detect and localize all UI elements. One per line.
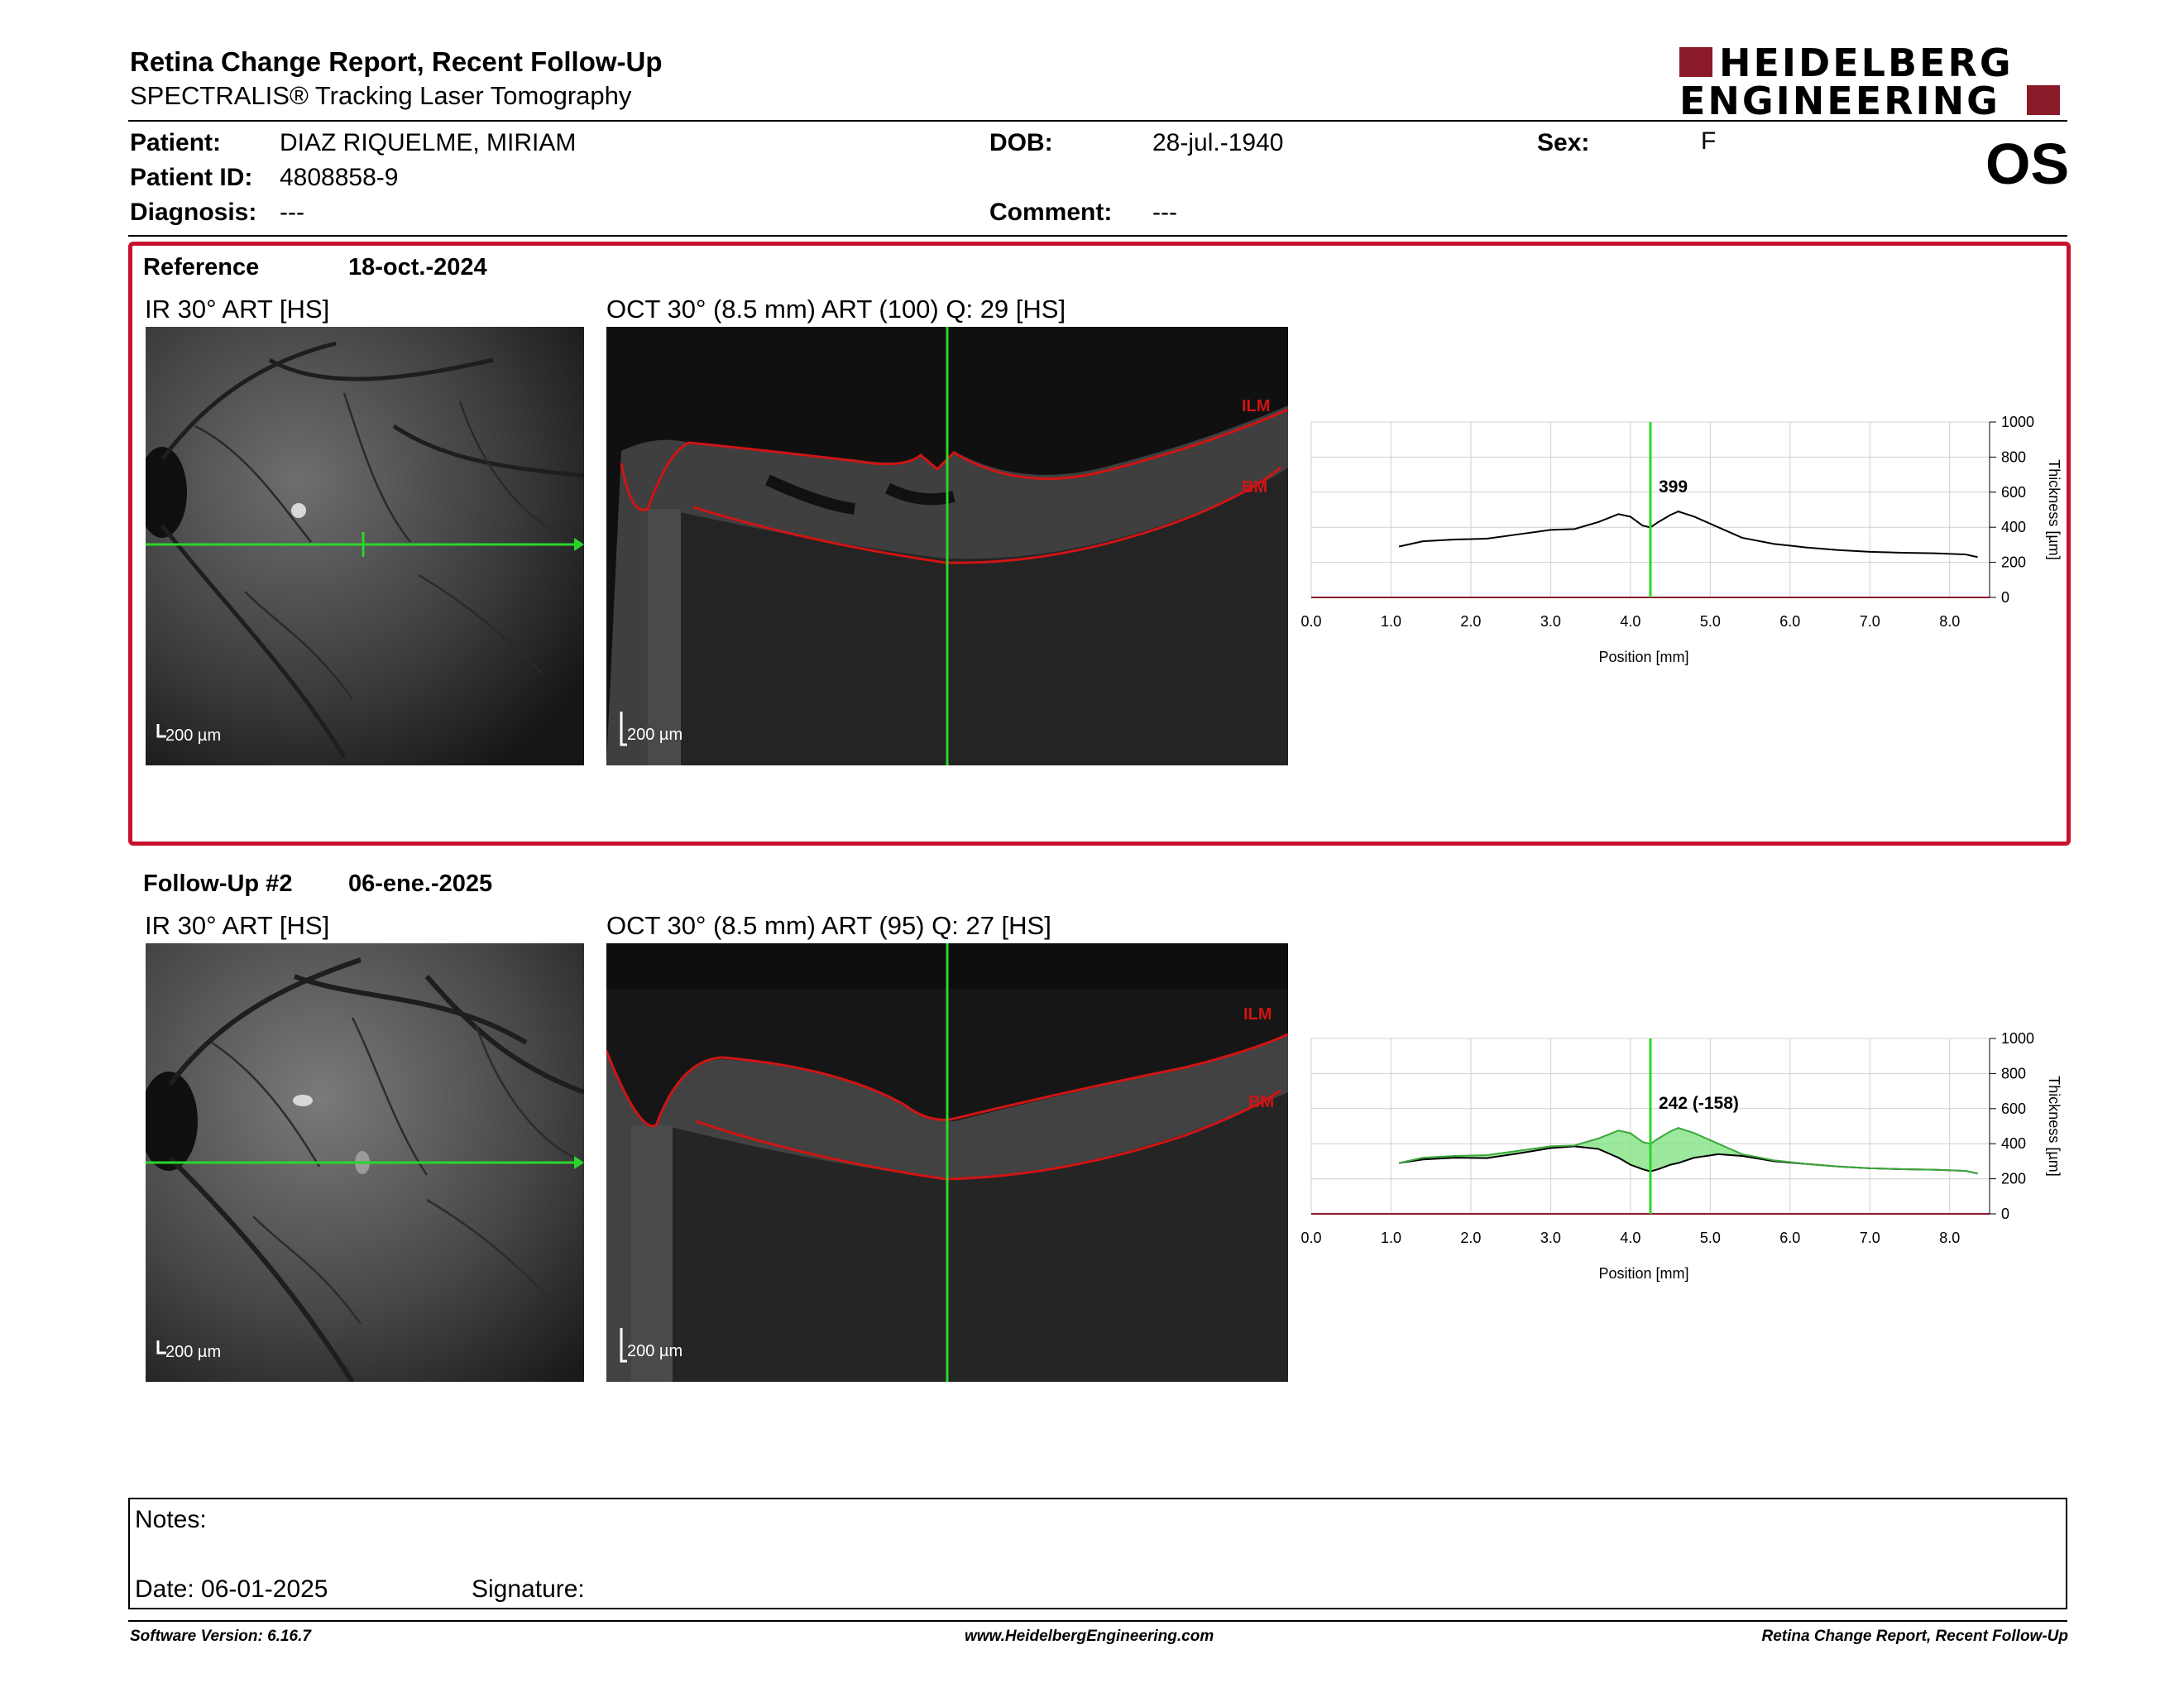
- y-tick-label: 800: [2001, 448, 2026, 465]
- x-tick-label: 0.0: [1300, 1230, 1321, 1246]
- followup-ilm-label: ILM: [1243, 1005, 1272, 1024]
- footer-divider: [128, 1620, 2067, 1622]
- x-tick-label: 5.0: [1700, 1230, 1721, 1246]
- y-tick-label: 200: [2001, 554, 2026, 571]
- header-divider: [128, 120, 2067, 122]
- sex-value: F: [1701, 127, 1717, 155]
- reference-oct-scale: 200 µm: [627, 726, 683, 744]
- followup-thickness-chart: 0.0 1.0 2.0 3.0 4.0 5.0 6.0 7.0 8.0 0 200 400 600 800…: [1300, 1030, 2062, 1282]
- cursor-value-label: 399: [1659, 477, 1688, 496]
- y-tick-label: 0: [2001, 1206, 2009, 1222]
- dob-label: DOB:: [989, 129, 1053, 156]
- x-tick-label: 6.0: [1779, 1230, 1800, 1246]
- y-tick-label: 200: [2001, 1171, 2026, 1187]
- patient-divider: [128, 235, 2067, 237]
- thickness-series-line: [1398, 511, 1978, 559]
- y-axis-label: Thickness [µm]: [2046, 1076, 2062, 1176]
- followup-label: Follow-Up #2: [143, 870, 293, 897]
- followup-ir-scale: 200 µm: [165, 1343, 222, 1361]
- brand-square-icon: [1679, 47, 1712, 77]
- reference-ir-image[interactable]: 200 µm: [146, 327, 584, 765]
- change-area: [1399, 1128, 1978, 1174]
- x-tick-label: 8.0: [1939, 613, 1960, 630]
- reference-ir-label: IR 30° ART [HS]: [145, 295, 330, 324]
- diagnosis-value: ---: [280, 199, 304, 226]
- y-tick-label: 600: [2001, 484, 2026, 501]
- y-tick-label: 400: [2001, 1135, 2026, 1152]
- x-tick-label: 8.0: [1939, 1230, 1960, 1246]
- x-tick-label: 1.0: [1381, 1230, 1401, 1246]
- brand-line-1: HEIDELBERG: [1719, 41, 2014, 85]
- notes-date: Date: 06-01-2025: [135, 1575, 328, 1603]
- dob-value: 28-jul.-1940: [1152, 129, 1284, 156]
- footer-url[interactable]: www.HeidelbergEngineering.com: [965, 1628, 1214, 1645]
- x-tick-label: 6.0: [1779, 613, 1800, 630]
- x-tick-label: 4.0: [1620, 613, 1640, 630]
- followup-ir-label: IR 30° ART [HS]: [145, 911, 330, 940]
- y-tick-label: 1000: [2001, 414, 2034, 430]
- reference-bm-label: BM: [1242, 478, 1267, 496]
- x-tick-label: 3.0: [1540, 613, 1561, 630]
- comment-value: ---: [1152, 199, 1177, 226]
- followup-bm-label: BM: [1248, 1093, 1274, 1111]
- x-tick-label: 7.0: [1860, 1230, 1880, 1246]
- thickness-series-line: [1398, 1127, 1978, 1175]
- followup-ir-image[interactable]: 200 µm: [146, 943, 584, 1382]
- eye-indicator: OS: [1985, 132, 2070, 196]
- diagnosis-label: Diagnosis:: [130, 199, 257, 226]
- y-axis-label: Thickness [µm]: [2046, 459, 2062, 559]
- notes-box[interactable]: Notes: Date: 06-01-2025 Signature:: [128, 1498, 2067, 1609]
- x-axis-label: Position [mm]: [1598, 649, 1688, 665]
- y-tick-label: 400: [2001, 519, 2026, 535]
- reference-date: 18-oct.-2024: [348, 254, 487, 281]
- x-tick-label: 1.0: [1381, 613, 1401, 630]
- signature-label: Signature:: [472, 1575, 585, 1603]
- reference-oct-image[interactable]: ILM BM 200 µm: [606, 327, 1288, 765]
- patient-name: DIAZ RIQUELME, MIRIAM: [280, 129, 577, 156]
- report-subtitle: SPECTRALIS® Tracking Laser Tomography: [130, 81, 632, 110]
- patient-id-label: Patient ID:: [130, 164, 253, 191]
- footer-version: Software Version: 6.16.7: [130, 1628, 311, 1645]
- y-tick-label: 0: [2001, 589, 2009, 606]
- followup-date: 06-ene.-2025: [348, 870, 493, 897]
- notes-label: Notes:: [135, 1506, 207, 1533]
- patient-id: 4808858-9: [280, 164, 399, 191]
- sex-label: Sex:: [1537, 129, 1590, 156]
- x-tick-label: 0.0: [1300, 613, 1321, 630]
- x-tick-label: 4.0: [1620, 1230, 1640, 1246]
- x-tick-label: 5.0: [1700, 613, 1721, 630]
- report-title: Retina Change Report, Recent Follow-Up: [130, 46, 663, 77]
- followup-oct-image[interactable]: ILM BM 200 µm: [606, 943, 1288, 1382]
- footer-report-name: Retina Change Report, Recent Follow-Up: [1761, 1628, 2068, 1645]
- y-tick-label: 600: [2001, 1101, 2026, 1117]
- brand-logo: HEIDELBERG ENGINEERING: [1679, 41, 2068, 123]
- x-tick-label: 3.0: [1540, 1230, 1561, 1246]
- reference-oct-label: OCT 30° (8.5 mm) ART (100) Q: 29 [HS]: [606, 295, 1066, 324]
- y-tick-label: 1000: [2001, 1030, 2034, 1047]
- reference-label: Reference: [143, 254, 260, 281]
- reference-ilm-label: ILM: [1242, 397, 1270, 415]
- x-tick-label: 2.0: [1460, 613, 1481, 630]
- brand-line-2: ENGINEERING: [1679, 79, 2000, 123]
- followup-oct-scale: 200 µm: [627, 1342, 683, 1360]
- reference-ir-scale: 200 µm: [165, 727, 222, 745]
- reference-thickness-chart: 0.0 1.0 2.0 3.0 4.0 5.0 6.0 7.0 8.0 0 200 400 600 800…: [1300, 414, 2062, 665]
- y-tick-label: 800: [2001, 1065, 2026, 1081]
- brand-square-icon: [2027, 85, 2060, 115]
- followup-oct-label: OCT 30° (8.5 mm) ART (95) Q: 27 [HS]: [606, 911, 1051, 940]
- x-axis-label: Position [mm]: [1598, 1265, 1688, 1282]
- x-tick-label: 7.0: [1860, 613, 1880, 630]
- patient-label: Patient:: [130, 129, 222, 156]
- reference-frame: [128, 242, 2071, 846]
- cursor-value-label: 242 (-158): [1659, 1094, 1739, 1113]
- comment-label: Comment:: [989, 199, 1113, 226]
- x-tick-label: 2.0: [1460, 1230, 1481, 1246]
